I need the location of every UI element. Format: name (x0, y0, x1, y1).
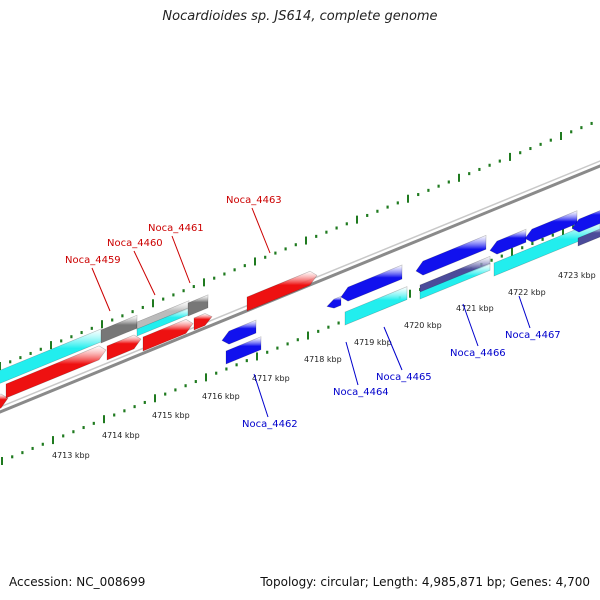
label-leader-line (345, 341, 359, 386)
scale-label: 4714 kbp (102, 431, 140, 440)
topology-text: Topology: circular; Length: 4,985,871 bp… (260, 575, 590, 589)
scale-label: 4719 kbp (354, 338, 392, 347)
gene-arrow (326, 295, 342, 309)
label-leader-line (91, 267, 111, 312)
gene-arrow (344, 286, 408, 326)
accession-text: Accession: NC_008699 (9, 575, 146, 589)
gene-arrow (225, 336, 262, 365)
gene-arrow (524, 210, 578, 243)
label-leader-line (253, 373, 269, 418)
gene-label-reverse: Noca_4462 (242, 419, 298, 430)
gene-label-reverse: Noca_4466 (450, 348, 506, 359)
scale-label: 4721 kbp (456, 304, 494, 313)
gene-arrow (193, 313, 213, 331)
gene-label-forward: Noca_4461 (148, 223, 204, 234)
gene-arrow (571, 210, 600, 233)
gene-arrow (419, 262, 491, 300)
scale-label: 4713 kbp (52, 451, 90, 460)
gene-label-forward: Noca_4463 (226, 195, 282, 206)
gene-arrow (106, 334, 142, 361)
gene-arrow (5, 345, 107, 399)
gene-label-reverse: Noca_4465 (376, 372, 432, 383)
gene-arrow (493, 219, 600, 277)
scale-label: 4718 kbp (304, 355, 342, 364)
label-leader-line (171, 235, 191, 284)
gene-arrow (246, 270, 318, 312)
map-title: Nocardioides sp. JS614, complete genome (162, 9, 438, 24)
gene-arrow (415, 234, 487, 276)
gene-arrow (187, 294, 209, 317)
gene-label-reverse: Noca_4467 (505, 330, 561, 341)
gene-arrow (142, 319, 194, 352)
label-leader-line (518, 295, 531, 329)
label-leader-line (383, 326, 403, 371)
label-leader-line (462, 303, 479, 347)
scale-label: 4720 kbp (404, 321, 442, 330)
scale-label: 4715 kbp (152, 411, 190, 420)
gene-label-forward: Noca_4459 (65, 255, 121, 266)
gene-label-reverse: Noca_4464 (333, 387, 389, 398)
scale-label: 4722 kbp (508, 288, 546, 297)
gene-label-forward: Noca_4460 (107, 238, 163, 249)
scale-label: 4723 kbp (558, 271, 596, 280)
gene-arrow (221, 319, 257, 345)
gene-arrow (340, 264, 403, 302)
gene-arrow (489, 228, 527, 255)
scale-label: 4717 kbp (252, 374, 290, 383)
label-leader-line (133, 250, 156, 296)
gene-arrow (577, 228, 600, 247)
scale-label: 4716 kbp (202, 392, 240, 401)
label-leader-line (251, 207, 271, 254)
